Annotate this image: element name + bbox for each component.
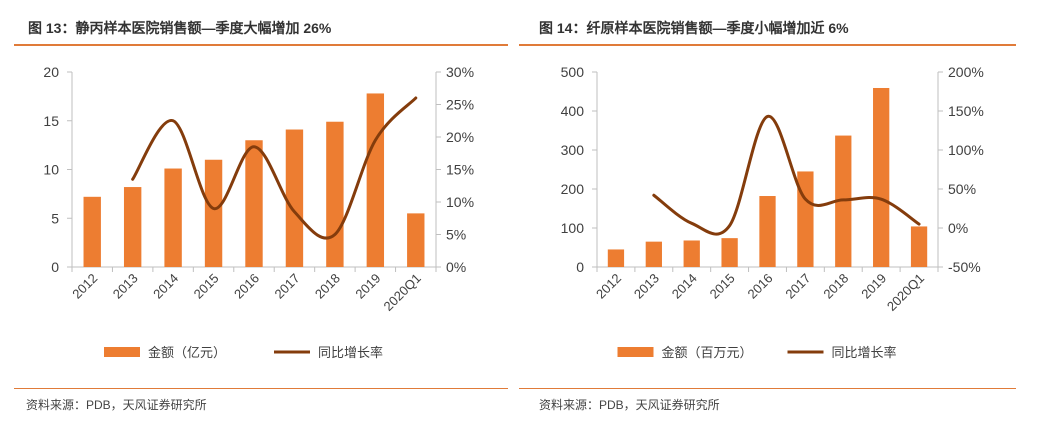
- bar: [326, 121, 344, 267]
- legend-label-line: 同比增长率: [832, 345, 897, 360]
- y-tick-label-right: 100%: [948, 142, 984, 158]
- chart-panel-right: 图 14：纤原样本医院销售额—季度小幅增加近 6% 0 100 200 300 400 5…: [519, 0, 1027, 423]
- x-tick-label: 2016: [231, 271, 262, 302]
- bar: [204, 159, 223, 267]
- chart-panel-left: 图 13：静丙样本医院销售额—季度大幅增加 26% 0 5 10 15 20 0% 5% 10…: [0, 0, 508, 423]
- y-tick-label-left: 20: [43, 64, 59, 80]
- bar: [245, 140, 263, 267]
- title-divider: [519, 44, 1016, 46]
- y-tick-label-left: 400: [561, 103, 585, 119]
- bar: [759, 196, 776, 267]
- bar: [83, 196, 101, 267]
- combo-chart-fibrinogen-sales: 0 100 200 300 400 500 -50% 0% 50% 100% 150% 200% 201…: [561, 64, 984, 360]
- y-tick-label-right: 25%: [446, 97, 474, 113]
- y-tick-label-left: 500: [561, 64, 585, 80]
- bar: [407, 213, 425, 267]
- y-tick-label-left: 0: [51, 259, 59, 275]
- bar: [645, 241, 662, 267]
- bar: [873, 87, 890, 267]
- footer-divider: [14, 388, 508, 389]
- y-tick-label-right: 5%: [446, 227, 466, 243]
- legend-swatch-bar: [617, 347, 654, 357]
- growth-rate-line: [131, 96, 418, 240]
- y-tick-label-left: 300: [561, 142, 585, 158]
- growth-rate-line: [652, 114, 921, 236]
- x-tick-label: 2014: [669, 271, 700, 302]
- bar: [366, 93, 385, 267]
- x-tick-label: 2015: [191, 271, 222, 302]
- source-note: 资料来源：PDB，天风证券研究所: [539, 398, 720, 412]
- bar: [721, 238, 738, 267]
- title-divider: [14, 44, 508, 46]
- y-tick-label-right: 20%: [446, 129, 474, 145]
- y-tick-label-right: 10%: [446, 194, 474, 210]
- footer-divider: [519, 388, 1016, 389]
- y-tick-label-right: 30%: [446, 64, 474, 80]
- y-tick-label-right: -50%: [948, 259, 981, 275]
- x-tick-label: 2016: [745, 271, 776, 302]
- x-tick-label: 2018: [820, 271, 851, 302]
- x-tick-label: 2014: [150, 271, 181, 302]
- y-tick-label-left: 10: [43, 162, 59, 178]
- y-tick-label-right: 0%: [446, 259, 466, 275]
- y-tick-label-right: 200%: [948, 64, 984, 80]
- source-note: 资料来源：PDB，天风证券研究所: [26, 398, 207, 412]
- x-tick-label: 2013: [631, 271, 662, 302]
- bar: [910, 226, 928, 267]
- x-tick-label: 2012: [69, 271, 100, 302]
- bar: [285, 129, 304, 267]
- legend-swatch-bar: [104, 347, 140, 357]
- chart-title: 图 14：纤原样本医院销售额—季度小幅增加近 6%: [539, 20, 849, 36]
- y-tick-label-right: 15%: [446, 162, 474, 178]
- legend-label-line: 同比增长率: [318, 345, 383, 360]
- x-tick-label: 2020Q1: [884, 271, 927, 314]
- x-tick-label: 2017: [272, 271, 303, 302]
- bar: [123, 187, 142, 267]
- bar: [607, 249, 625, 267]
- y-tick-label-left: 200: [561, 181, 585, 197]
- legend-label-bar: 金额（百万元）: [662, 345, 753, 360]
- combo-chart-hospital-sales: 0 5 10 15 20 0% 5% 10% 15% 20% 25% 30% 2012 2013 2014 2…: [43, 64, 474, 360]
- legend-label-bar: 金额（亿元）: [148, 345, 226, 360]
- y-tick-label-left: 5: [51, 210, 59, 226]
- x-tick-label: 2019: [352, 271, 383, 302]
- y-tick-label-left: 15: [43, 113, 59, 129]
- x-tick-label: 2013: [110, 271, 141, 302]
- y-tick-label-right: 50%: [948, 181, 976, 197]
- y-tick-label-right: 150%: [948, 103, 984, 119]
- x-tick-label: 2012: [593, 271, 624, 302]
- x-tick-label: 2018: [312, 271, 343, 302]
- y-tick-label-left: 100: [561, 220, 585, 236]
- bar: [164, 168, 182, 267]
- y-tick-label-right: 0%: [948, 220, 968, 236]
- y-tick-label-left: 0: [576, 259, 584, 275]
- x-tick-label: 2017: [782, 271, 813, 302]
- bar: [683, 240, 700, 267]
- x-tick-label: 2015: [707, 271, 738, 302]
- chart-title: 图 13：静丙样本医院销售额—季度大幅增加 26%: [28, 20, 332, 36]
- x-tick-label: 2019: [858, 271, 889, 302]
- x-tick-label: 2020Q1: [381, 271, 424, 314]
